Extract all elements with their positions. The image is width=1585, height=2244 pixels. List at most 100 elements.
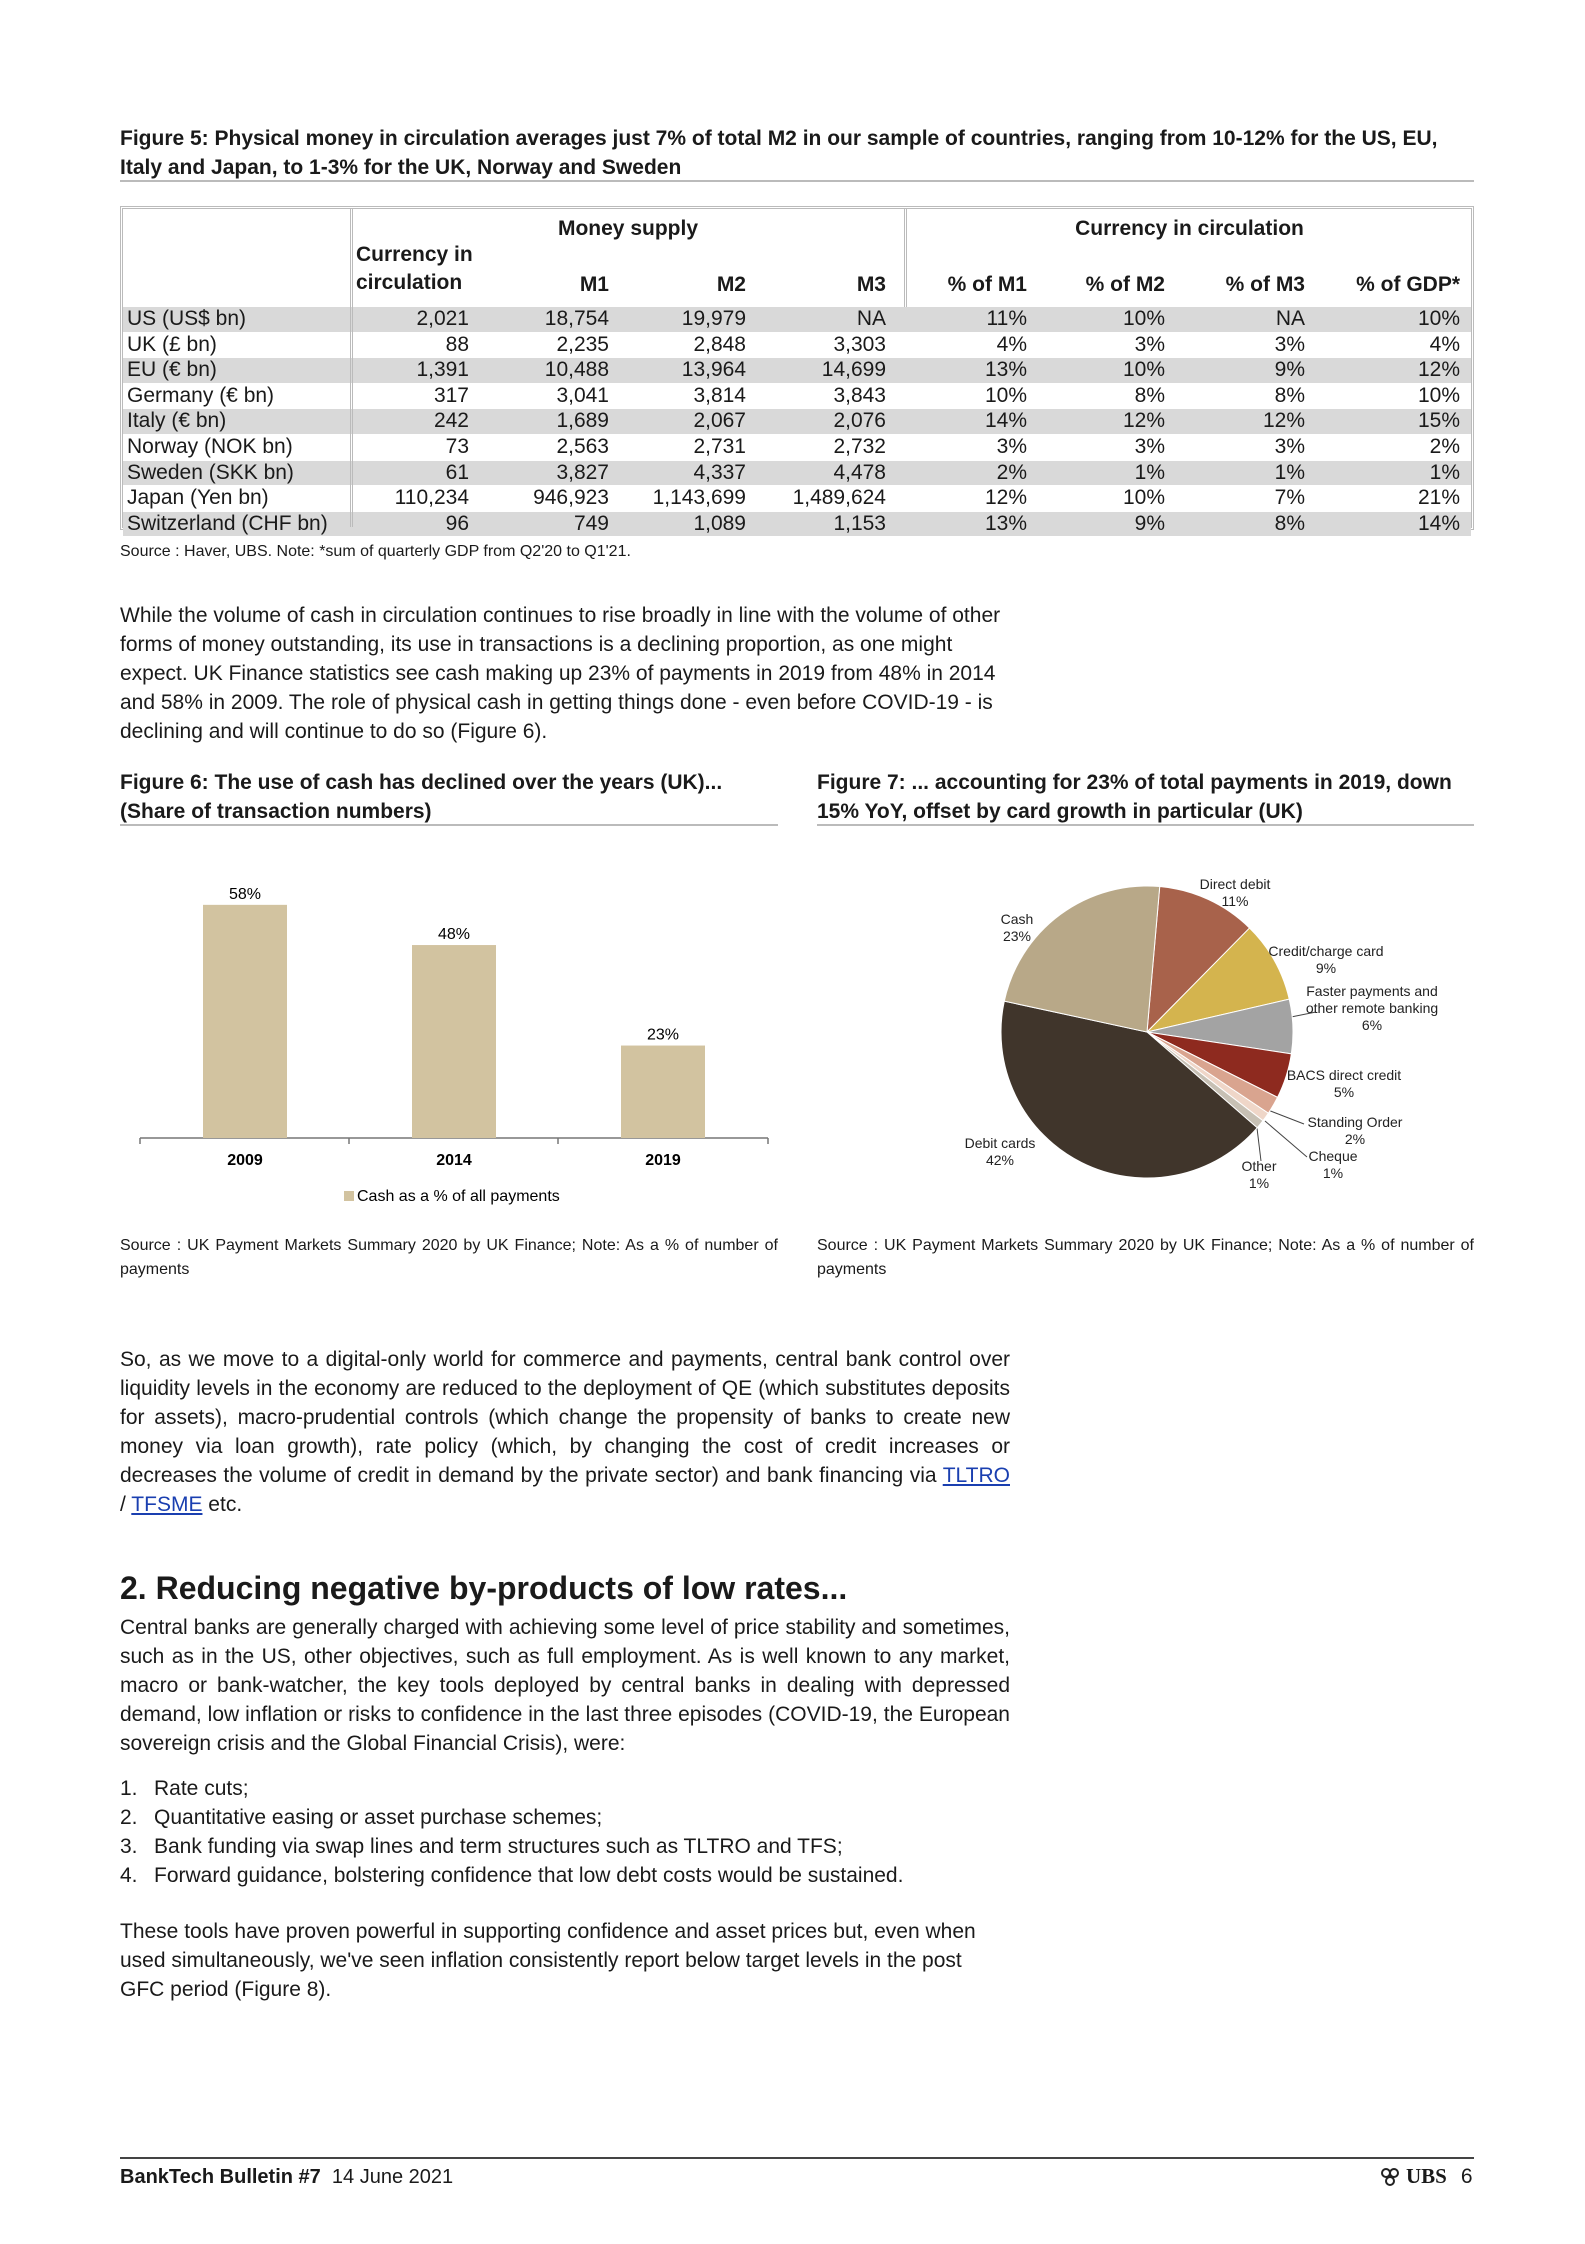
section-heading: 2. Reducing negative by-products of low … — [120, 1570, 848, 1606]
cell: 3,843 — [833, 383, 886, 407]
row-band — [123, 358, 1471, 383]
row-label: EU (€ bn) — [127, 358, 217, 382]
cell: 8% — [1274, 383, 1305, 407]
cell: 2,235 — [556, 332, 609, 356]
cell: 13% — [984, 511, 1027, 535]
list-number: 4. — [120, 1864, 138, 1887]
cell: 9% — [1274, 358, 1305, 382]
row-label: US (US$ bn) — [127, 307, 247, 330]
cell: 8% — [1134, 383, 1165, 407]
cell: 4% — [996, 332, 1027, 356]
cell: 3% — [1134, 435, 1165, 458]
rule — [120, 824, 778, 826]
cell: 14,699 — [821, 358, 886, 382]
pie-label-name: BACS direct credit — [1286, 1067, 1402, 1083]
cell: 14% — [984, 409, 1027, 433]
brand: UBS — [1406, 2164, 1447, 2188]
pie-label-name: Faster payments and other remote banking — [1305, 983, 1439, 1016]
cell: 7% — [1274, 486, 1305, 510]
pie-label: BACS direct credit 5% — [1279, 1067, 1409, 1101]
cell: 21% — [1417, 486, 1460, 510]
cell: 10% — [1122, 307, 1165, 330]
x-tick-label: 2019 — [645, 1152, 681, 1169]
pie-slice — [1146, 886, 1251, 1034]
source: Source : UK Payment Markets Summary 2020… — [120, 1237, 778, 1278]
cell: 1,143,699 — [652, 486, 746, 510]
pie-label-name: Debit cards — [964, 1135, 1036, 1151]
cell: 3,827 — [556, 460, 609, 484]
rule — [120, 180, 1474, 182]
cell: 15% — [1417, 409, 1460, 433]
pie-label: Credit/charge card 9% — [1261, 943, 1391, 977]
cell: 96 — [445, 511, 469, 535]
cell: 3,041 — [556, 383, 609, 407]
pie-label-value: 6% — [1361, 1017, 1383, 1033]
cell: 3% — [1274, 435, 1305, 458]
cell: 73 — [445, 435, 469, 458]
cell: 1,089 — [693, 511, 746, 535]
row-band — [123, 307, 1471, 332]
row-band — [123, 511, 1471, 537]
data-label: 58% — [229, 886, 261, 903]
footer-brand: UBS 6 — [1380, 2164, 1473, 2189]
legend-swatch — [344, 1191, 354, 1201]
pie-label: Standing Order 2% — [1300, 1114, 1410, 1148]
link[interactable]: TFSME — [131, 1493, 203, 1516]
data-label: 48% — [438, 926, 470, 943]
rule — [120, 2157, 1474, 2159]
row-label: Japan (Yen bn) — [127, 486, 269, 510]
source: Source : UK Payment Markets Summary 2020… — [817, 1237, 1474, 1278]
pie-label: Cheque 1% — [1293, 1148, 1373, 1182]
cell: 3% — [996, 435, 1027, 458]
cell: 2,731 — [693, 435, 746, 458]
group-header: Currency in circulation — [1075, 217, 1304, 240]
paragraph: These tools have proven powerful in supp… — [120, 1920, 976, 2001]
cell: 18,754 — [544, 307, 609, 330]
cell: 1,489,624 — [792, 486, 886, 510]
cell: 61 — [445, 460, 469, 484]
column-header: Currency in circulation — [356, 243, 473, 294]
list-number: 2. — [120, 1806, 138, 1829]
column-header: % of M2 — [1085, 273, 1165, 296]
pie-label: Faster payments and other remote banking… — [1302, 983, 1442, 1034]
list-number: 3. — [120, 1835, 138, 1858]
cell: 2,067 — [693, 409, 746, 433]
cell: 88 — [445, 332, 469, 356]
cell: 12% — [984, 486, 1027, 510]
cell: 2,076 — [833, 409, 886, 433]
column-header: % of M1 — [947, 273, 1027, 296]
pie-slice — [1000, 1000, 1258, 1179]
row-label: Germany (€ bn) — [127, 383, 275, 407]
figure-subtitle: (Share of transaction numbers) — [120, 800, 432, 823]
paragraph: Central banks are generally charged with… — [120, 1616, 1010, 1755]
divider — [904, 209, 907, 307]
row-label: Sweden (SKK bn) — [127, 460, 294, 484]
row-band — [123, 460, 1471, 486]
cell: 2% — [1429, 435, 1460, 458]
leader-line — [1264, 1120, 1308, 1158]
bar — [621, 1045, 705, 1138]
pie-label-value: 11% — [1221, 893, 1249, 909]
cell: 242 — [433, 409, 469, 433]
pie-label-value: 5% — [1333, 1084, 1355, 1100]
cell: 317 — [433, 383, 469, 407]
text: / — [120, 1493, 132, 1516]
cell: 19,979 — [681, 307, 746, 330]
cell: 749 — [573, 511, 609, 535]
data-label: 23% — [647, 1027, 679, 1044]
row-label: Norway (NOK bn) — [127, 435, 293, 458]
footer: BankTech Bulletin #7 14 June 2021 — [120, 2166, 453, 2189]
x-tick-label: 2009 — [227, 1152, 263, 1169]
pie-slice — [1003, 885, 1161, 1033]
cell: 2,563 — [556, 435, 609, 458]
text: So, as we move to a digital-only world f… — [120, 1348, 1010, 1487]
column-header: % of GDP* — [1356, 273, 1460, 296]
x-tick-label: 2014 — [436, 1152, 472, 1169]
list: 1. Rate cuts; 2. Quantitative easing or ass… — [120, 1774, 1010, 1890]
cell: NA — [1275, 307, 1305, 330]
link[interactable]: TLTRO — [942, 1464, 1010, 1487]
pie-label: Debit cards 42% — [945, 1135, 1055, 1169]
pie-label-name: Credit/charge card — [1268, 943, 1384, 959]
